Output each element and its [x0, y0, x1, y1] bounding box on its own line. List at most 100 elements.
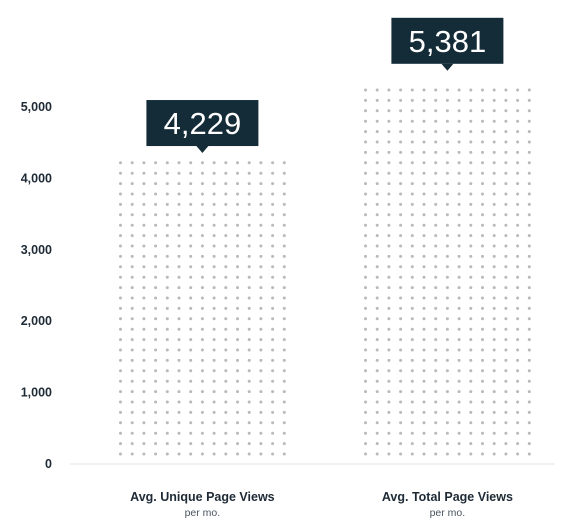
bar-dot	[422, 223, 426, 227]
bar-dot	[236, 296, 239, 300]
bar-dot	[434, 223, 438, 227]
bar-dot	[387, 213, 391, 217]
bar-dot	[119, 379, 122, 383]
bar-dot	[154, 379, 158, 383]
bar-dot	[154, 410, 158, 414]
data-label: 4,229	[164, 106, 242, 141]
bar-dot	[516, 98, 520, 102]
bar-dot	[445, 202, 449, 206]
bar-dot	[481, 223, 484, 227]
bar-dot	[504, 140, 508, 144]
bar-dot	[224, 171, 228, 175]
bar-dot	[282, 265, 286, 269]
bar-dot	[457, 431, 461, 435]
bar-dot	[224, 379, 228, 383]
bar-dot	[177, 442, 181, 446]
bar-dot	[434, 431, 438, 435]
bar-dot	[154, 286, 158, 290]
bar-dot	[527, 421, 531, 425]
bar-dot	[271, 431, 275, 435]
y-tick-label: 1,000	[21, 386, 52, 400]
bar-dot	[399, 369, 403, 373]
bar-dot	[422, 358, 426, 362]
y-tick-label: 4,000	[21, 171, 52, 185]
bar-dot	[200, 213, 204, 217]
bar-dot	[119, 452, 122, 456]
bar-dot	[516, 88, 520, 92]
bar-dot	[364, 379, 367, 383]
bar-dot	[492, 442, 496, 446]
bar-dot	[212, 327, 216, 331]
bar-dot	[504, 379, 508, 383]
bar-dot	[119, 421, 122, 425]
bar-dot	[434, 161, 438, 165]
bar-dot	[445, 98, 449, 102]
bar-dot	[236, 369, 239, 373]
bar-dot	[177, 452, 181, 456]
bar-dot	[247, 431, 251, 435]
bar-dot	[177, 234, 181, 238]
bar-dot	[165, 421, 169, 425]
bar-dot	[224, 369, 228, 373]
bar-dot	[504, 421, 508, 425]
bar-dot	[189, 213, 193, 217]
bar-dot	[481, 348, 484, 352]
bar-dot	[189, 306, 193, 310]
bar-dot	[516, 140, 520, 144]
bar-dot	[224, 338, 228, 342]
bar-dot	[142, 286, 146, 290]
bar-dot	[282, 390, 286, 394]
bar-dot	[259, 431, 263, 435]
y-tick-label: 2,000	[21, 314, 52, 328]
bar-dot	[247, 213, 251, 217]
bar-dot	[189, 182, 193, 186]
bar-dot	[282, 410, 286, 414]
bar-dot	[504, 213, 508, 217]
bar-dot	[481, 234, 484, 238]
bar-dot	[200, 306, 204, 310]
bar-dot	[387, 452, 391, 456]
bar-dot	[375, 452, 379, 456]
bar-dot	[375, 338, 379, 342]
bar-dot	[375, 379, 379, 383]
bar-dot	[504, 223, 508, 227]
bar-dot	[527, 400, 531, 404]
bar-dot	[271, 223, 275, 227]
bar-dot	[492, 327, 496, 331]
bar-dot	[445, 390, 449, 394]
bar-dot	[422, 192, 426, 196]
bar-dot	[212, 244, 216, 248]
bar-dot	[236, 452, 239, 456]
bar-dot	[492, 130, 496, 134]
bar-dot	[527, 244, 531, 248]
bar-dot	[259, 452, 263, 456]
bar-dot	[527, 140, 531, 144]
bar-dot	[469, 244, 473, 248]
bar-dot	[119, 192, 122, 196]
bar-dot	[481, 254, 484, 258]
bar-dot	[364, 192, 367, 196]
bar-dot	[399, 306, 403, 310]
bar-dot	[445, 171, 449, 175]
bar-dot	[189, 254, 193, 258]
bar-dot	[457, 338, 461, 342]
bar-dot	[200, 379, 204, 383]
bar-dot	[399, 275, 403, 279]
bar-dot	[410, 109, 414, 113]
bar-dot	[271, 400, 275, 404]
bar-dot	[481, 150, 484, 154]
bar-dot	[282, 317, 286, 321]
bar-dot	[516, 109, 520, 113]
bar-dot	[130, 327, 134, 331]
bar-dot	[410, 327, 414, 331]
bar-dot	[212, 358, 216, 362]
bar-dot	[375, 369, 379, 373]
bar-dot	[236, 390, 239, 394]
bar-dot	[399, 452, 403, 456]
bar-dot	[364, 161, 367, 165]
bar-dot	[189, 244, 193, 248]
bar-dot	[212, 234, 216, 238]
bar-dot	[527, 223, 531, 227]
bar-dot	[445, 244, 449, 248]
bar-dot	[516, 202, 520, 206]
